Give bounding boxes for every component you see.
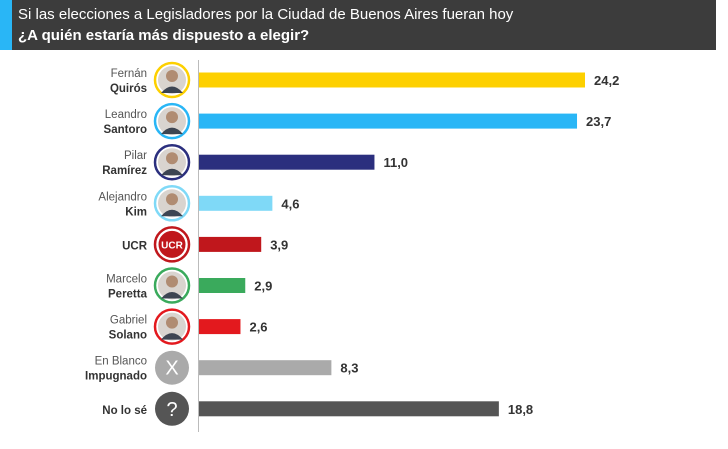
value-label: 3,9 bbox=[270, 237, 288, 252]
category-label-last: Quirós bbox=[110, 83, 147, 95]
avatar-shoulders bbox=[161, 127, 183, 135]
category-label-last: Kim bbox=[125, 206, 147, 218]
category-label-last: Ramírez bbox=[102, 165, 147, 177]
value-label: 2,6 bbox=[249, 320, 267, 335]
bar bbox=[199, 236, 262, 252]
value-label: 4,6 bbox=[281, 196, 299, 211]
bar bbox=[199, 72, 585, 88]
value-label: 18,8 bbox=[508, 402, 533, 417]
category-label-first: Pilar bbox=[124, 150, 147, 162]
category-label-last: Peretta bbox=[108, 289, 148, 301]
person-photo-icon bbox=[153, 185, 191, 222]
avatar-disc bbox=[155, 350, 189, 385]
person-photo-icon bbox=[153, 102, 191, 140]
category-label: UCR bbox=[122, 240, 148, 252]
category-label-first: En Blanco bbox=[95, 356, 147, 368]
avatar-head bbox=[166, 111, 178, 124]
chart-header: Si las elecciones a Legisladores por la … bbox=[0, 0, 716, 50]
x-mark-icon: X bbox=[155, 350, 189, 385]
category-label-first: Fernán bbox=[111, 68, 147, 80]
category-label-last: Solano bbox=[109, 330, 147, 342]
person-photo-icon bbox=[153, 143, 191, 181]
question-glyph: ? bbox=[166, 399, 177, 421]
avatar-head bbox=[166, 193, 178, 206]
x-glyph: X bbox=[165, 358, 178, 380]
person-photo-icon bbox=[153, 267, 191, 304]
bar bbox=[199, 154, 375, 170]
category-label-first: Gabriel bbox=[110, 315, 147, 327]
avatar-shoulders bbox=[161, 292, 183, 299]
value-label: 8,3 bbox=[340, 361, 358, 376]
question-mark-icon: ? bbox=[155, 391, 189, 426]
chart-subtitle: ¿A quién estaría más dispuesto a elegir? bbox=[18, 27, 310, 44]
value-label: 23,7 bbox=[586, 114, 611, 129]
avatar-shoulders bbox=[161, 333, 183, 340]
category-label-first: Alejandro bbox=[98, 191, 147, 203]
avatar-head bbox=[166, 70, 178, 82]
ucr-logo-text: UCR bbox=[161, 240, 183, 251]
bar bbox=[199, 195, 273, 211]
ucr-logo-disc bbox=[158, 230, 186, 258]
avatar-shoulders bbox=[161, 86, 183, 93]
bar bbox=[199, 319, 241, 335]
avatar-head bbox=[166, 152, 178, 165]
person-photo-icon bbox=[153, 61, 191, 99]
category-label-last: Impugnado bbox=[85, 371, 147, 383]
header-accent bbox=[0, 0, 12, 50]
bar bbox=[199, 278, 246, 293]
bar bbox=[199, 113, 578, 129]
avatar-head bbox=[166, 316, 178, 329]
avatar-shoulders bbox=[161, 209, 183, 217]
category-label-first: Marcelo bbox=[106, 274, 147, 286]
bar bbox=[199, 360, 332, 376]
person-photo-icon bbox=[153, 308, 191, 345]
value-label: 2,9 bbox=[254, 279, 272, 294]
category-label: No lo sé bbox=[102, 405, 147, 417]
category-label-first: Leandro bbox=[105, 109, 147, 121]
avatar-head bbox=[166, 275, 178, 288]
bar bbox=[199, 401, 499, 417]
chart-title: Si las elecciones a Legisladores por la … bbox=[18, 6, 514, 23]
avatar-shoulders bbox=[161, 168, 183, 176]
avatar-disc bbox=[155, 391, 189, 426]
ucr-logo-icon: UCR bbox=[153, 226, 191, 263]
value-label: 24,2 bbox=[594, 73, 619, 88]
category-label-last: Santoro bbox=[104, 124, 147, 136]
value-label: 11,0 bbox=[383, 155, 408, 170]
